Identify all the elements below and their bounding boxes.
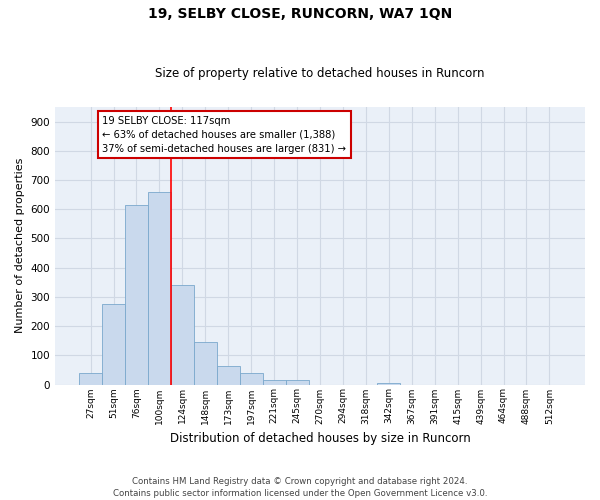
Bar <box>217 366 240 384</box>
Bar <box>263 380 286 384</box>
Text: 19 SELBY CLOSE: 117sqm
← 63% of detached houses are smaller (1,388)
37% of semi-: 19 SELBY CLOSE: 117sqm ← 63% of detached… <box>102 116 346 154</box>
Title: Size of property relative to detached houses in Runcorn: Size of property relative to detached ho… <box>155 66 485 80</box>
Bar <box>171 285 194 384</box>
Bar <box>148 192 171 384</box>
Bar <box>79 373 102 384</box>
X-axis label: Distribution of detached houses by size in Runcorn: Distribution of detached houses by size … <box>170 432 470 445</box>
Text: Contains HM Land Registry data © Crown copyright and database right 2024.
Contai: Contains HM Land Registry data © Crown c… <box>113 476 487 498</box>
Bar <box>240 373 263 384</box>
Bar <box>194 342 217 384</box>
Y-axis label: Number of detached properties: Number of detached properties <box>15 158 25 334</box>
Text: 19, SELBY CLOSE, RUNCORN, WA7 1QN: 19, SELBY CLOSE, RUNCORN, WA7 1QN <box>148 8 452 22</box>
Bar <box>377 383 400 384</box>
Bar <box>286 380 308 384</box>
Bar <box>102 304 125 384</box>
Bar <box>125 205 148 384</box>
